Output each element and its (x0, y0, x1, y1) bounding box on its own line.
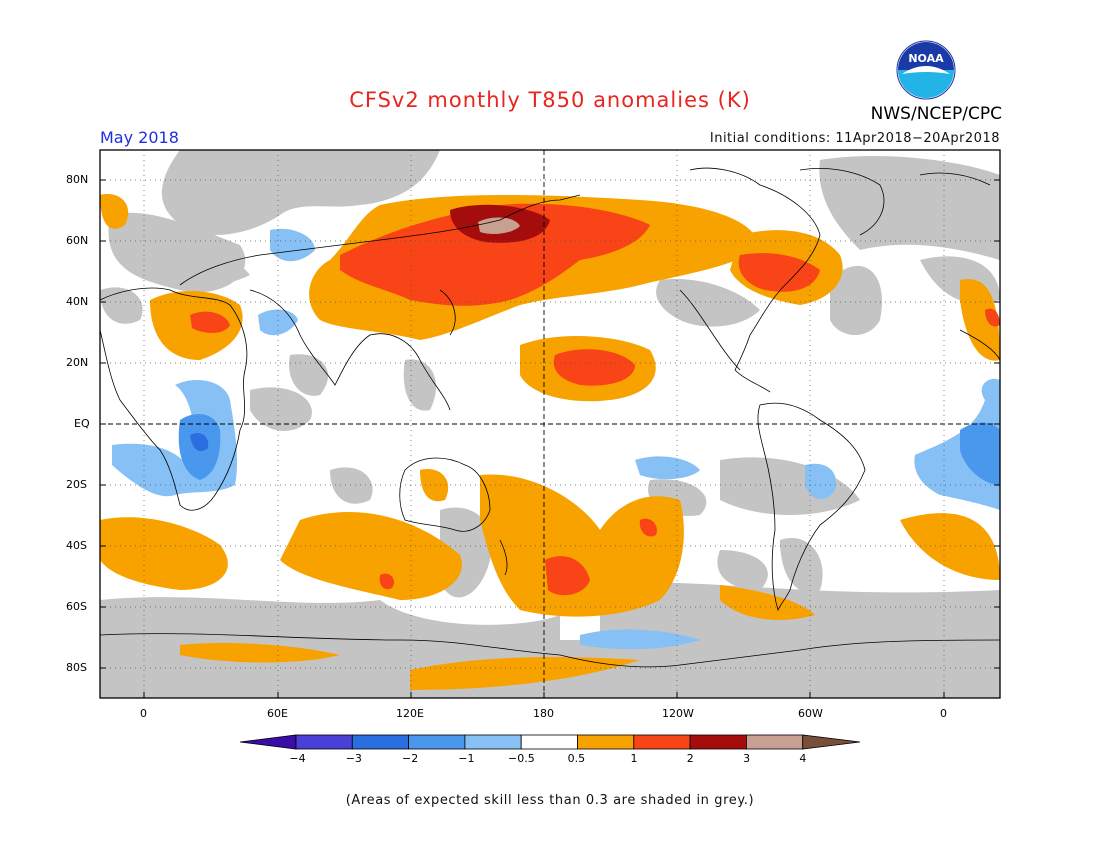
colorbar-box (520, 734, 578, 750)
lat-label: 80N (66, 173, 89, 186)
colorbar-arrow-left (239, 734, 297, 750)
colorbar-tick-label: −0.5 (508, 752, 535, 765)
colorbar-tick-label: 4 (799, 752, 807, 765)
noaa-logo-icon: NOAA (896, 40, 956, 100)
cool-anomaly-darkblue (190, 433, 209, 452)
colorbar-tick-label: 3 (743, 752, 751, 765)
initial-conditions: Initial conditions: 11Apr2018−20Apr2018 (709, 131, 1000, 146)
warm-anomaly-tan (478, 217, 520, 234)
lat-lon-grid (100, 150, 1000, 698)
noaa-logo-text: NOAA (908, 52, 944, 65)
equator-dateline (100, 150, 1000, 698)
agency-label: NWS/NCEP/CPC (870, 104, 1002, 124)
colorbar-box (746, 734, 804, 750)
colorbar-box (295, 734, 353, 750)
lat-label: 80S (66, 661, 87, 674)
warm-anomaly-red (190, 203, 1000, 596)
colorbar-arrow-right (802, 734, 861, 750)
footnote: (Areas of expected skill less than 0.3 a… (345, 793, 755, 808)
lon-label: 120W (662, 707, 694, 720)
lon-label: 60W (798, 707, 823, 720)
colorbar-box (408, 734, 466, 750)
colorbar-box (351, 734, 409, 750)
colorbar-box (577, 734, 635, 750)
coastlines (100, 167, 1000, 668)
lat-label: 40N (66, 295, 89, 308)
lon-label: 180 (533, 707, 554, 720)
lat-label: 20S (66, 478, 87, 491)
lon-label: 0 (940, 707, 947, 720)
page-title: CFSv2 monthly T850 anomalies (K) (349, 88, 751, 112)
lon-label: 0 (140, 707, 147, 720)
colorbar-tick-label: −4 (289, 752, 306, 765)
colorbar-tick-label: 0.5 (567, 752, 586, 765)
cool-anomaly-light-blue (112, 228, 1000, 650)
lat-label: 60N (66, 234, 89, 247)
colorbar-tick-label: −1 (458, 752, 475, 765)
colorbar-tick-label: −3 (345, 752, 362, 765)
colorbar-box (689, 734, 747, 750)
lon-label: 120E (396, 707, 424, 720)
lat-label: 60S (66, 600, 87, 613)
lat-label: EQ (74, 417, 90, 430)
colorbar-box (633, 734, 691, 750)
colorbar-tick-label: 2 (686, 752, 694, 765)
lon-label: 60E (267, 707, 288, 720)
low-skill-grey-areas (100, 150, 1000, 698)
colorbar-tick-label: 1 (630, 752, 638, 765)
lat-label: 20N (66, 356, 89, 369)
colorbar-tick-label: −2 (402, 752, 419, 765)
axis-ticks (100, 179, 1000, 698)
colorbar-box (464, 734, 522, 750)
forecast-month: May 2018 (100, 128, 179, 147)
lat-label: 40S (66, 539, 87, 552)
